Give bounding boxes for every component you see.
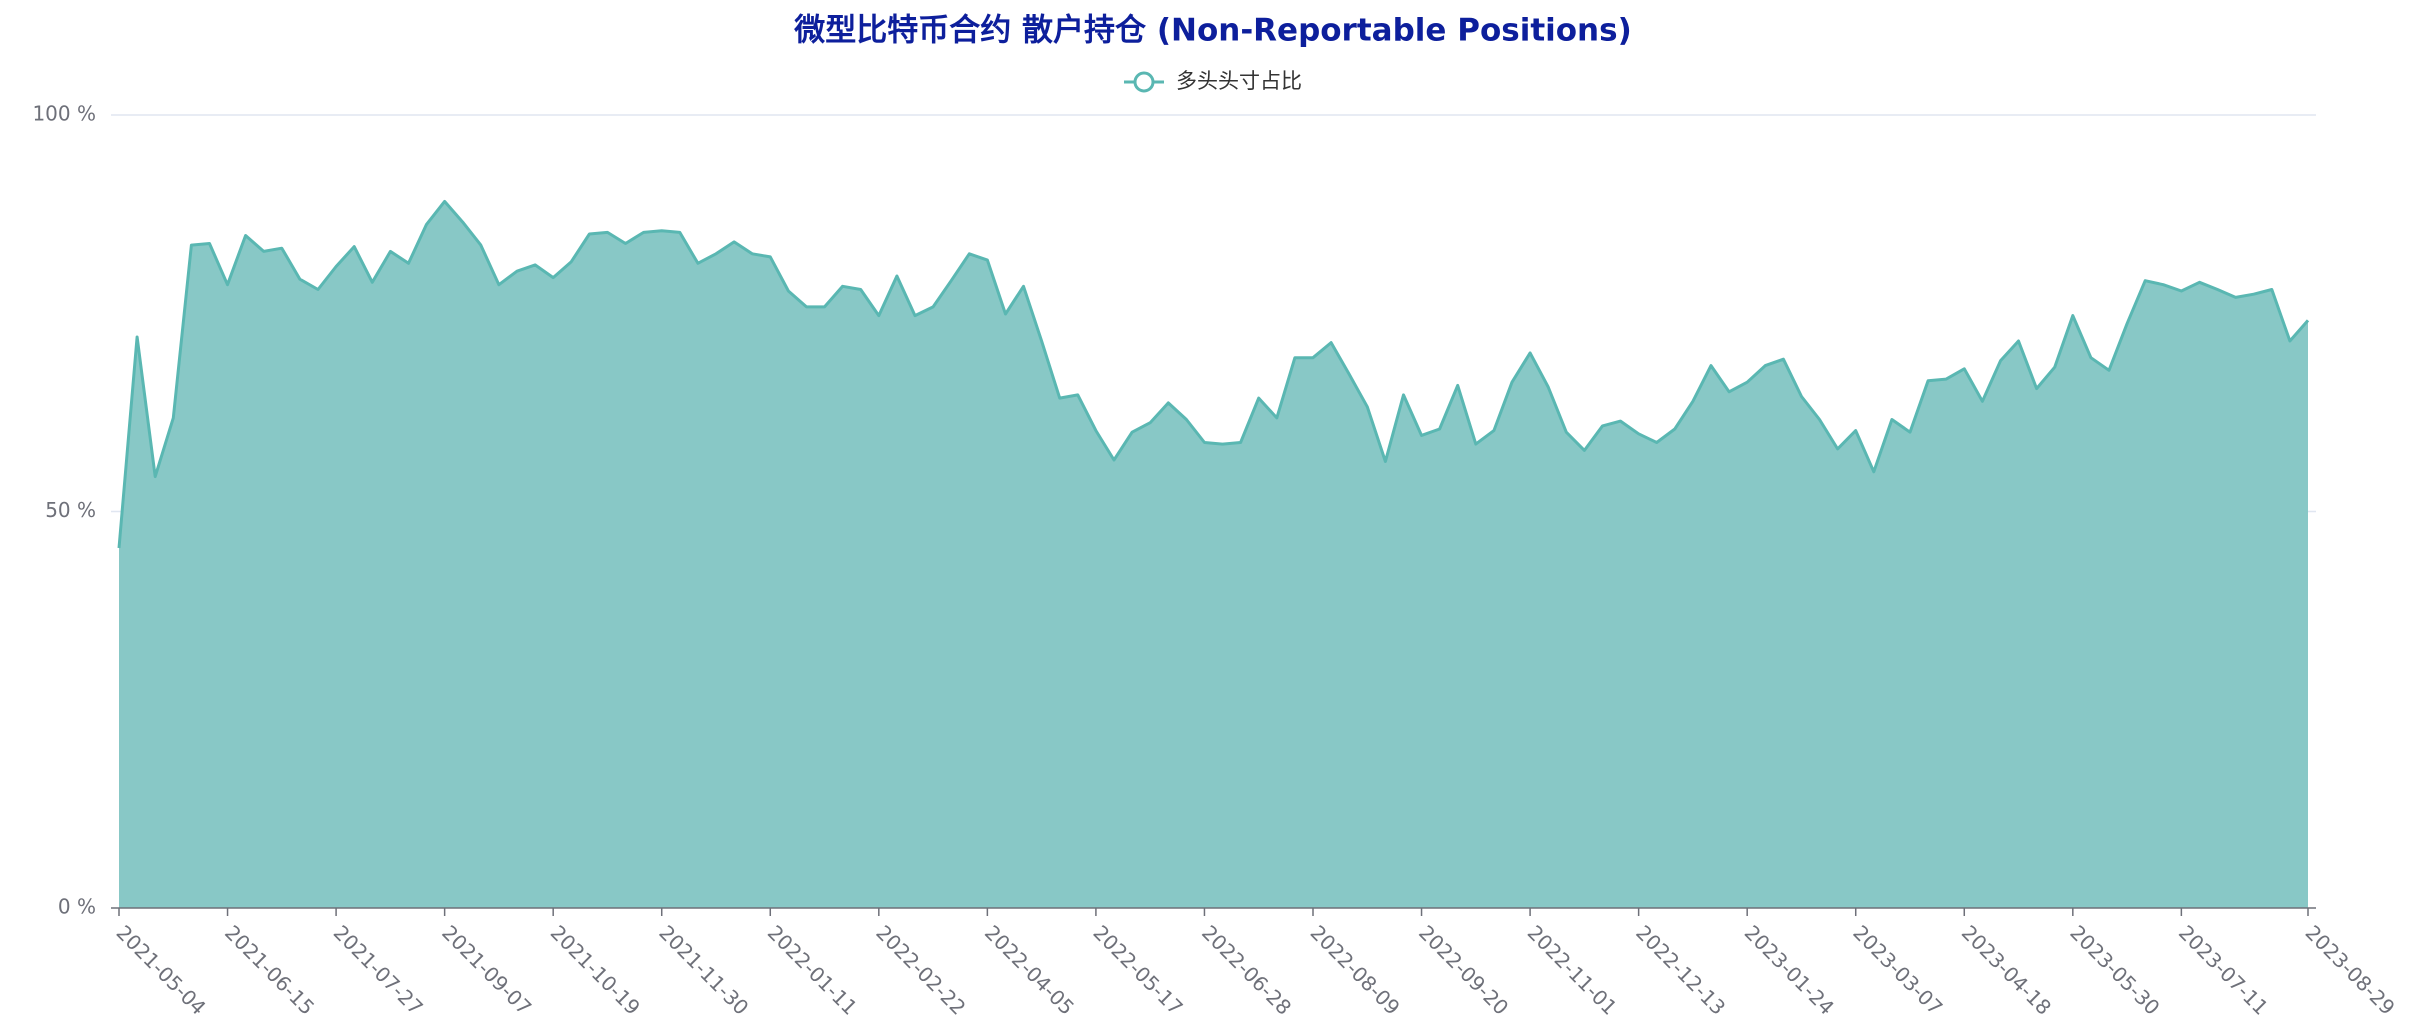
x-tick-label: 2022-09-20 [1414, 920, 1513, 1019]
y-tick-label: 50 % [45, 498, 96, 522]
legend-label: 多头头寸占比 [1176, 69, 1302, 93]
x-tick-label: 2021-10-19 [546, 920, 645, 1019]
chart-title: 微型比特币合约 散户持仓 (Non-Reportable Positions) [793, 13, 1632, 49]
x-tick-label: 2021-09-07 [437, 920, 536, 1019]
x-tick-label: 2021-06-15 [220, 920, 319, 1019]
x-tick-label: 2021-11-30 [654, 920, 753, 1019]
x-tick-label: 2023-05-30 [2065, 920, 2164, 1019]
x-tick-label: 2022-12-13 [1631, 920, 1730, 1019]
y-tick-label: 0 % [58, 895, 96, 919]
x-tick-label: 2022-04-05 [980, 920, 1079, 1019]
x-tick-label: 2023-03-07 [1848, 920, 1947, 1019]
x-tick-label: 2022-06-28 [1197, 920, 1296, 1019]
x-tick-label: 2023-04-18 [1957, 920, 2056, 1019]
x-tick-label: 2022-11-01 [1523, 920, 1622, 1019]
x-tick-label: 2022-02-22 [871, 920, 970, 1019]
x-tick-label: 2023-08-29 [2301, 920, 2400, 1019]
x-tick-label: 2022-01-11 [763, 920, 862, 1019]
x-tick-label: 2022-08-09 [1306, 920, 1405, 1019]
line [117, 199, 2310, 549]
x-tick-label: 2021-07-27 [329, 920, 428, 1019]
legend-marker [1133, 71, 1155, 93]
y-tick-label: 100 % [32, 102, 96, 126]
x-tick-label: 2023-01-24 [1740, 920, 1839, 1019]
area [119, 201, 2308, 908]
x-tick-label: 2022-05-17 [1088, 920, 1187, 1019]
x-tick-label: 2021-05-04 [112, 920, 211, 1019]
x-tick-label: 2023-07-11 [2174, 920, 2273, 1019]
